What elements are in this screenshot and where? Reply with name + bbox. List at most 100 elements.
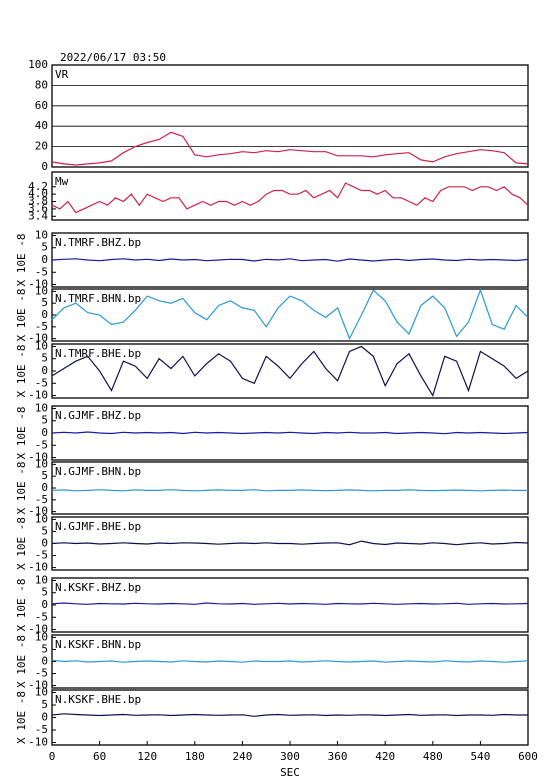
panel-label: N.KSKF.BHN.bp: [55, 638, 141, 651]
y-axis-label: X 10E -8: [15, 691, 28, 744]
panel-frame: [51, 171, 529, 221]
series-line: [51, 659, 529, 663]
y-tick-label: -10: [28, 332, 48, 345]
y-tick-label: 0: [41, 364, 48, 377]
y-tick-label: 10: [35, 339, 48, 352]
y-tick-label: 5: [41, 642, 48, 655]
x-tick-label: 60: [93, 750, 106, 763]
y-axis-label: X 10E -8: [15, 579, 28, 632]
y-tick-label: 40: [35, 119, 48, 132]
y-tick-label: 10: [35, 228, 48, 241]
y-tick-label: 20: [35, 140, 48, 153]
y-tick-label: -5: [35, 376, 48, 389]
y-tick-label: 60: [35, 99, 48, 112]
y-axis-label: X 10E -8: [15, 517, 28, 570]
y-axis-label: X 10E -8: [15, 345, 28, 398]
series-line: [51, 489, 528, 492]
y-axis-label: X 10E -8: [15, 635, 28, 688]
y-tick-label: 3.4: [28, 209, 48, 222]
y-tick-label: 0: [41, 537, 48, 550]
y-tick-label: 5: [41, 524, 48, 537]
y-tick-label: -10: [28, 278, 48, 291]
x-tick-label: 300: [280, 750, 300, 763]
panel-label: N.GJMF.BHN.bp: [55, 465, 141, 478]
series-line: [51, 345, 529, 397]
y-tick-label: -5: [35, 265, 48, 278]
y-tick-label: -10: [28, 736, 48, 749]
series-line: [51, 602, 529, 605]
x-tick-label: 120: [137, 750, 157, 763]
panel-label: N.KSKF.BHZ.bp: [55, 581, 141, 594]
y-tick-label: 5: [41, 586, 48, 599]
y-tick-label: -10: [28, 679, 48, 692]
y-tick-label: 80: [35, 78, 48, 91]
y-tick-label: -10: [28, 389, 48, 402]
panel-label: VR: [55, 68, 69, 81]
series-line: [51, 713, 528, 717]
y-tick-label: 3.8: [28, 195, 48, 208]
chart-title: 2022/06/17 03:50: [60, 51, 166, 64]
series-line: [51, 431, 529, 435]
x-tick-label: 480: [423, 750, 443, 763]
x-tick-label: 0: [49, 750, 56, 763]
series-line: [51, 131, 529, 166]
y-tick-label: 0: [41, 655, 48, 668]
y-tick-label: 4.2: [28, 180, 48, 193]
x-tick-label: 540: [470, 750, 490, 763]
y-tick-label: -5: [35, 549, 48, 562]
y-tick-label: 5: [41, 241, 48, 254]
x-tick-label: 600: [518, 750, 538, 763]
y-tick-label: 0: [41, 253, 48, 266]
panel-label: N.KSKF.BHE.bp: [55, 693, 141, 706]
y-axis-label: X 10E -8: [15, 289, 28, 342]
y-tick-label: 5: [41, 698, 48, 711]
y-tick-label: 100: [28, 58, 48, 71]
y-tick-label: 3.6: [28, 202, 48, 215]
panel-label: Mw: [55, 175, 69, 188]
y-tick-label: 10: [35, 457, 48, 470]
panel-frame: [51, 64, 529, 168]
panel-label: N.TMRF.BHZ.bp: [55, 236, 141, 249]
y-tick-label: 10: [35, 512, 48, 525]
y-tick-label: 4.0: [28, 187, 48, 200]
y-axis-label: X 10E -8: [15, 234, 28, 287]
series-line: [51, 540, 529, 546]
y-tick-label: 0: [41, 598, 48, 611]
y-tick-label: 0: [41, 308, 48, 321]
y-tick-label: -10: [28, 561, 48, 574]
y-tick-label: 5: [41, 414, 48, 427]
y-axis-label: X 10E -8: [15, 407, 28, 460]
y-tick-label: 10: [35, 284, 48, 297]
y-tick-label: -10: [28, 623, 48, 636]
x-tick-label: 420: [375, 750, 395, 763]
y-tick-label: -5: [35, 493, 48, 506]
y-tick-label: -5: [35, 438, 48, 451]
panel-label: N.GJMF.BHZ.bp: [55, 409, 141, 422]
x-axis-label: SEC: [280, 766, 300, 779]
y-tick-label: 10: [35, 573, 48, 586]
y-tick-label: 0: [41, 711, 48, 724]
y-tick-label: -10: [28, 451, 48, 464]
y-tick-label: 5: [41, 352, 48, 365]
y-tick-label: 5: [41, 296, 48, 309]
x-tick-label: 180: [185, 750, 205, 763]
x-tick-label: 360: [328, 750, 348, 763]
panel-label: N.GJMF.BHE.bp: [55, 520, 141, 533]
y-tick-label: 10: [35, 630, 48, 643]
series-line: [51, 288, 529, 341]
x-tick-label: 240: [232, 750, 252, 763]
panel-label: N.TMRF.BHN.bp: [55, 292, 141, 305]
y-tick-label: 10: [35, 401, 48, 414]
y-axis-label: X 10E -8: [15, 462, 28, 515]
series-line: [51, 258, 529, 262]
y-tick-label: -10: [28, 505, 48, 518]
y-tick-label: -5: [35, 610, 48, 623]
y-tick-label: -5: [35, 667, 48, 680]
y-tick-label: 5: [41, 469, 48, 482]
y-tick-label: 10: [35, 686, 48, 699]
panel-label: N.TMRF.BHE.bp: [55, 347, 141, 360]
y-tick-label: -5: [35, 723, 48, 736]
y-tick-label: -5: [35, 320, 48, 333]
series-line: [51, 182, 529, 214]
